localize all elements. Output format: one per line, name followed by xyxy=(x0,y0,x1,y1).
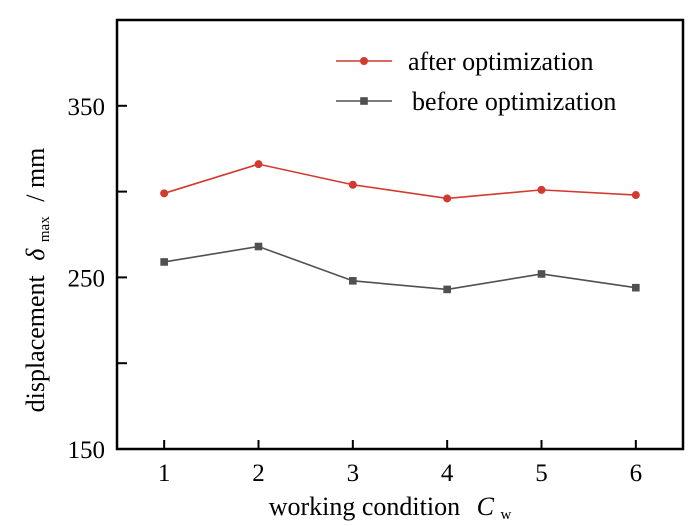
legend-marker xyxy=(360,97,368,105)
y-axis-unit: / mm xyxy=(21,148,50,202)
data-point xyxy=(349,277,357,285)
series-layer xyxy=(160,160,640,294)
series-line xyxy=(164,245,636,291)
data-point xyxy=(631,191,640,200)
series-line xyxy=(163,163,636,200)
x-tick-label: 6 xyxy=(630,460,643,487)
y-tick-label: 150 xyxy=(68,437,106,464)
legend: after optimization before optimization xyxy=(336,47,616,116)
x-tick-label: 3 xyxy=(347,460,360,487)
data-point xyxy=(254,160,263,169)
data-point xyxy=(254,242,263,251)
y-axis-label: displacement δ max / mm xyxy=(21,148,55,413)
y-tick-label: 250 xyxy=(68,265,106,292)
y-tick-label: 350 xyxy=(68,94,106,121)
data-point xyxy=(537,185,546,194)
data-point xyxy=(443,285,451,294)
x-tick-label: 4 xyxy=(441,460,454,487)
x-axis-label: working condition C w xyxy=(269,492,512,523)
data-point xyxy=(537,270,546,278)
legend-item-2: before optimization xyxy=(336,87,616,116)
data-point xyxy=(443,194,452,203)
legend-label: before optimization xyxy=(412,87,616,116)
x-tick-label: 1 xyxy=(158,460,171,487)
data-point xyxy=(348,180,357,189)
legend-marker xyxy=(360,57,368,65)
series-2 xyxy=(160,242,640,294)
legend-item-1: after optimization xyxy=(336,47,594,76)
x-axis-subscript: w xyxy=(500,507,511,523)
x-tick-label: 5 xyxy=(535,460,548,487)
x-axis-label-text: working condition xyxy=(269,492,460,521)
plot-frame xyxy=(115,18,685,451)
y-axis-variable: δ xyxy=(21,248,50,261)
x-tick-label: 2 xyxy=(252,460,265,487)
x-axis-variable: C xyxy=(477,492,495,521)
legend-label: after optimization xyxy=(408,47,594,76)
y-axis-subscript: max xyxy=(37,216,53,242)
series-1 xyxy=(160,160,640,203)
y-axis-label-text: displacement xyxy=(21,274,50,412)
data-point xyxy=(160,189,169,198)
axes: 1 2 3 4 5 6 150 250 350 xyxy=(68,18,685,487)
data-point xyxy=(160,258,168,266)
data-point xyxy=(632,283,640,292)
